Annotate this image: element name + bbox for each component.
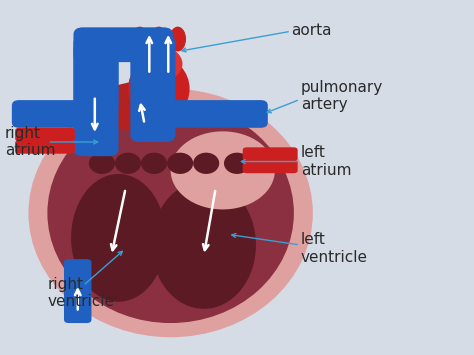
FancyBboxPatch shape [73, 27, 173, 62]
Ellipse shape [97, 82, 182, 131]
FancyBboxPatch shape [15, 128, 75, 141]
Text: left
ventricle: left ventricle [301, 232, 368, 265]
Ellipse shape [115, 153, 141, 174]
Text: aorta: aorta [292, 23, 332, 38]
Ellipse shape [71, 174, 166, 302]
Ellipse shape [141, 153, 167, 174]
Ellipse shape [47, 103, 294, 323]
FancyBboxPatch shape [12, 100, 95, 128]
Ellipse shape [151, 27, 167, 51]
Ellipse shape [224, 153, 250, 174]
Text: right
ventricle: right ventricle [47, 277, 114, 309]
FancyBboxPatch shape [243, 160, 298, 173]
Text: right
atrium: right atrium [5, 126, 55, 158]
Text: pulmonary
artery: pulmonary artery [301, 80, 383, 112]
FancyBboxPatch shape [15, 140, 75, 154]
FancyBboxPatch shape [243, 147, 298, 161]
FancyBboxPatch shape [130, 36, 175, 142]
Ellipse shape [128, 57, 190, 121]
Ellipse shape [135, 46, 182, 82]
Text: left
atrium: left atrium [301, 145, 352, 178]
FancyBboxPatch shape [73, 43, 118, 156]
Ellipse shape [132, 27, 148, 51]
Ellipse shape [193, 153, 219, 174]
Ellipse shape [167, 153, 193, 174]
Ellipse shape [89, 153, 115, 174]
Ellipse shape [28, 89, 313, 337]
FancyBboxPatch shape [64, 259, 91, 323]
FancyBboxPatch shape [159, 100, 268, 128]
Ellipse shape [170, 27, 186, 51]
Ellipse shape [171, 131, 275, 209]
Ellipse shape [152, 181, 256, 309]
FancyBboxPatch shape [73, 36, 118, 114]
